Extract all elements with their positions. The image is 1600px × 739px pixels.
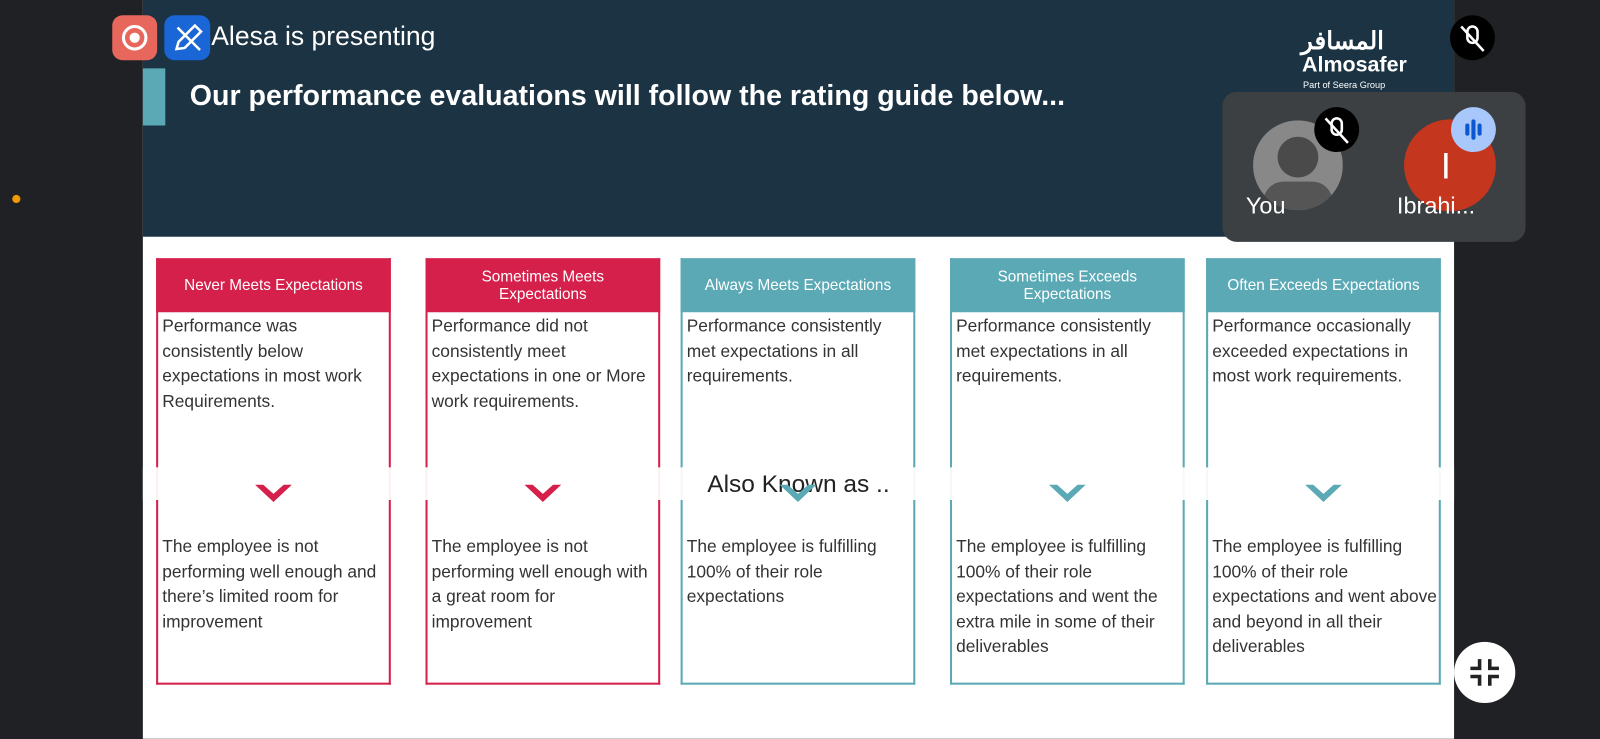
participant-name: Ibrahi... bbox=[1396, 191, 1476, 219]
band-label: Also Known as .. bbox=[707, 470, 890, 498]
participant-avatars bbox=[1253, 107, 1496, 212]
record-icon[interactable] bbox=[112, 15, 158, 61]
accent-bar bbox=[142, 68, 166, 126]
slide-title: Our performance evaluations will follow … bbox=[189, 79, 1066, 112]
exit-fullscreen-button[interactable] bbox=[1454, 641, 1516, 704]
participants-panel: You I Ibrahi... bbox=[1222, 91, 1526, 242]
rating-label: Never Meets Expectations bbox=[156, 258, 391, 313]
chevron bbox=[1305, 483, 1342, 509]
rating-label: Always Meets Expectations bbox=[680, 258, 916, 313]
chevron bbox=[779, 483, 817, 509]
logo-name: Almosafer bbox=[1302, 53, 1407, 77]
participant-initial: I bbox=[1440, 144, 1452, 187]
chevron bbox=[1048, 483, 1086, 509]
rating-meaning: The employee is not performing well enou… bbox=[431, 536, 648, 632]
rating-meaning: The employee is fulfilling 100% of their… bbox=[1212, 536, 1437, 657]
rating-meaning: The employee is fulfilling 100% of their… bbox=[956, 536, 1158, 657]
rating-description: Performance was consistently below expec… bbox=[162, 316, 362, 411]
mic-off-icon[interactable] bbox=[1449, 15, 1495, 61]
rating-description: Performance consistently met expectation… bbox=[686, 316, 882, 386]
rating-description: Performance did not consistently meet ex… bbox=[431, 316, 646, 411]
rating-label: Often Exceeds Expectations bbox=[1206, 258, 1441, 313]
rating-description: Performance occasionally exceeded expect… bbox=[1212, 316, 1411, 386]
chevron bbox=[524, 483, 562, 509]
chevron bbox=[255, 483, 292, 509]
rating-description: Performance consistently met expectation… bbox=[956, 316, 1151, 386]
participant-name: You bbox=[1245, 191, 1286, 219]
rating-label: Sometimes Exceeds Expectations bbox=[949, 258, 1185, 313]
logo-arabic: المسافر bbox=[1301, 27, 1384, 56]
presenter-banner: Alesa is presenting bbox=[211, 20, 436, 52]
logo-tagline: Part of Seera Group bbox=[1303, 79, 1386, 90]
rating-meaning: The employee is fulfilling 100% of their… bbox=[686, 536, 877, 607]
rating-meaning: The employee is not performing well enou… bbox=[162, 536, 377, 632]
annotate-icon[interactable] bbox=[164, 15, 211, 61]
status-dot bbox=[12, 194, 21, 204]
rating-label: Sometimes Meets Expectations bbox=[425, 258, 661, 313]
